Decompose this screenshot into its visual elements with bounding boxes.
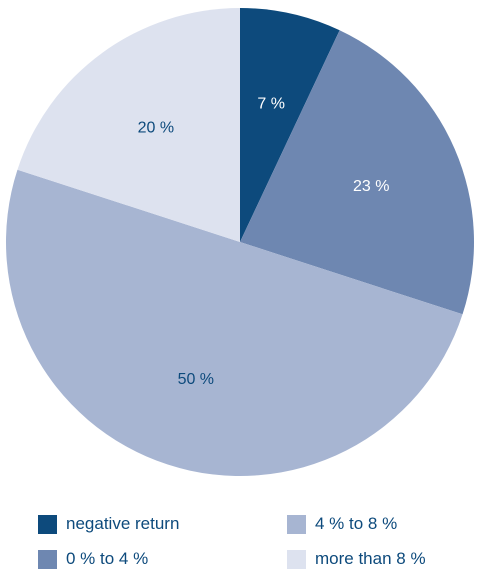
- pie-slice-labels: 7 % 23 % 50 % 20 %: [138, 95, 390, 388]
- pie-slice-0: [240, 8, 340, 242]
- legend-swatch: [287, 514, 306, 534]
- legend-swatch: [287, 549, 306, 569]
- legend: negative return 0 % to 4 % 4 % to 8 % mo…: [38, 512, 468, 572]
- pie-slices: [5, 8, 475, 477]
- legend-label: 4 % to 8 %: [315, 514, 398, 533]
- pie-slice-label-2: 50 %: [178, 371, 214, 388]
- legend-swatch: [38, 549, 57, 569]
- legend-item-4-to-8: 4 % to 8 %: [287, 512, 397, 536]
- legend-label: 0 % to 4 %: [66, 549, 149, 568]
- legend-item-negative-return: negative return: [38, 512, 179, 536]
- pie-slice-2: [5, 169, 463, 477]
- pie-slice-label-1: 23 %: [353, 178, 389, 195]
- pie-chart: 7 % 23 % 50 % 20 %: [5, 8, 475, 477]
- legend-label: negative return: [66, 514, 180, 533]
- pie-slice-label-3: 20 %: [138, 119, 174, 136]
- legend-label: more than 8 %: [315, 549, 426, 568]
- legend-item-0-to-4: 0 % to 4 %: [38, 547, 148, 571]
- legend-item-more-than-8: more than 8 %: [287, 547, 426, 571]
- legend-swatch: [38, 514, 57, 534]
- pie-slice-3: [17, 8, 241, 242]
- pie-slice-label-0: 7 %: [257, 95, 285, 112]
- pie-slice-1: [240, 30, 475, 315]
